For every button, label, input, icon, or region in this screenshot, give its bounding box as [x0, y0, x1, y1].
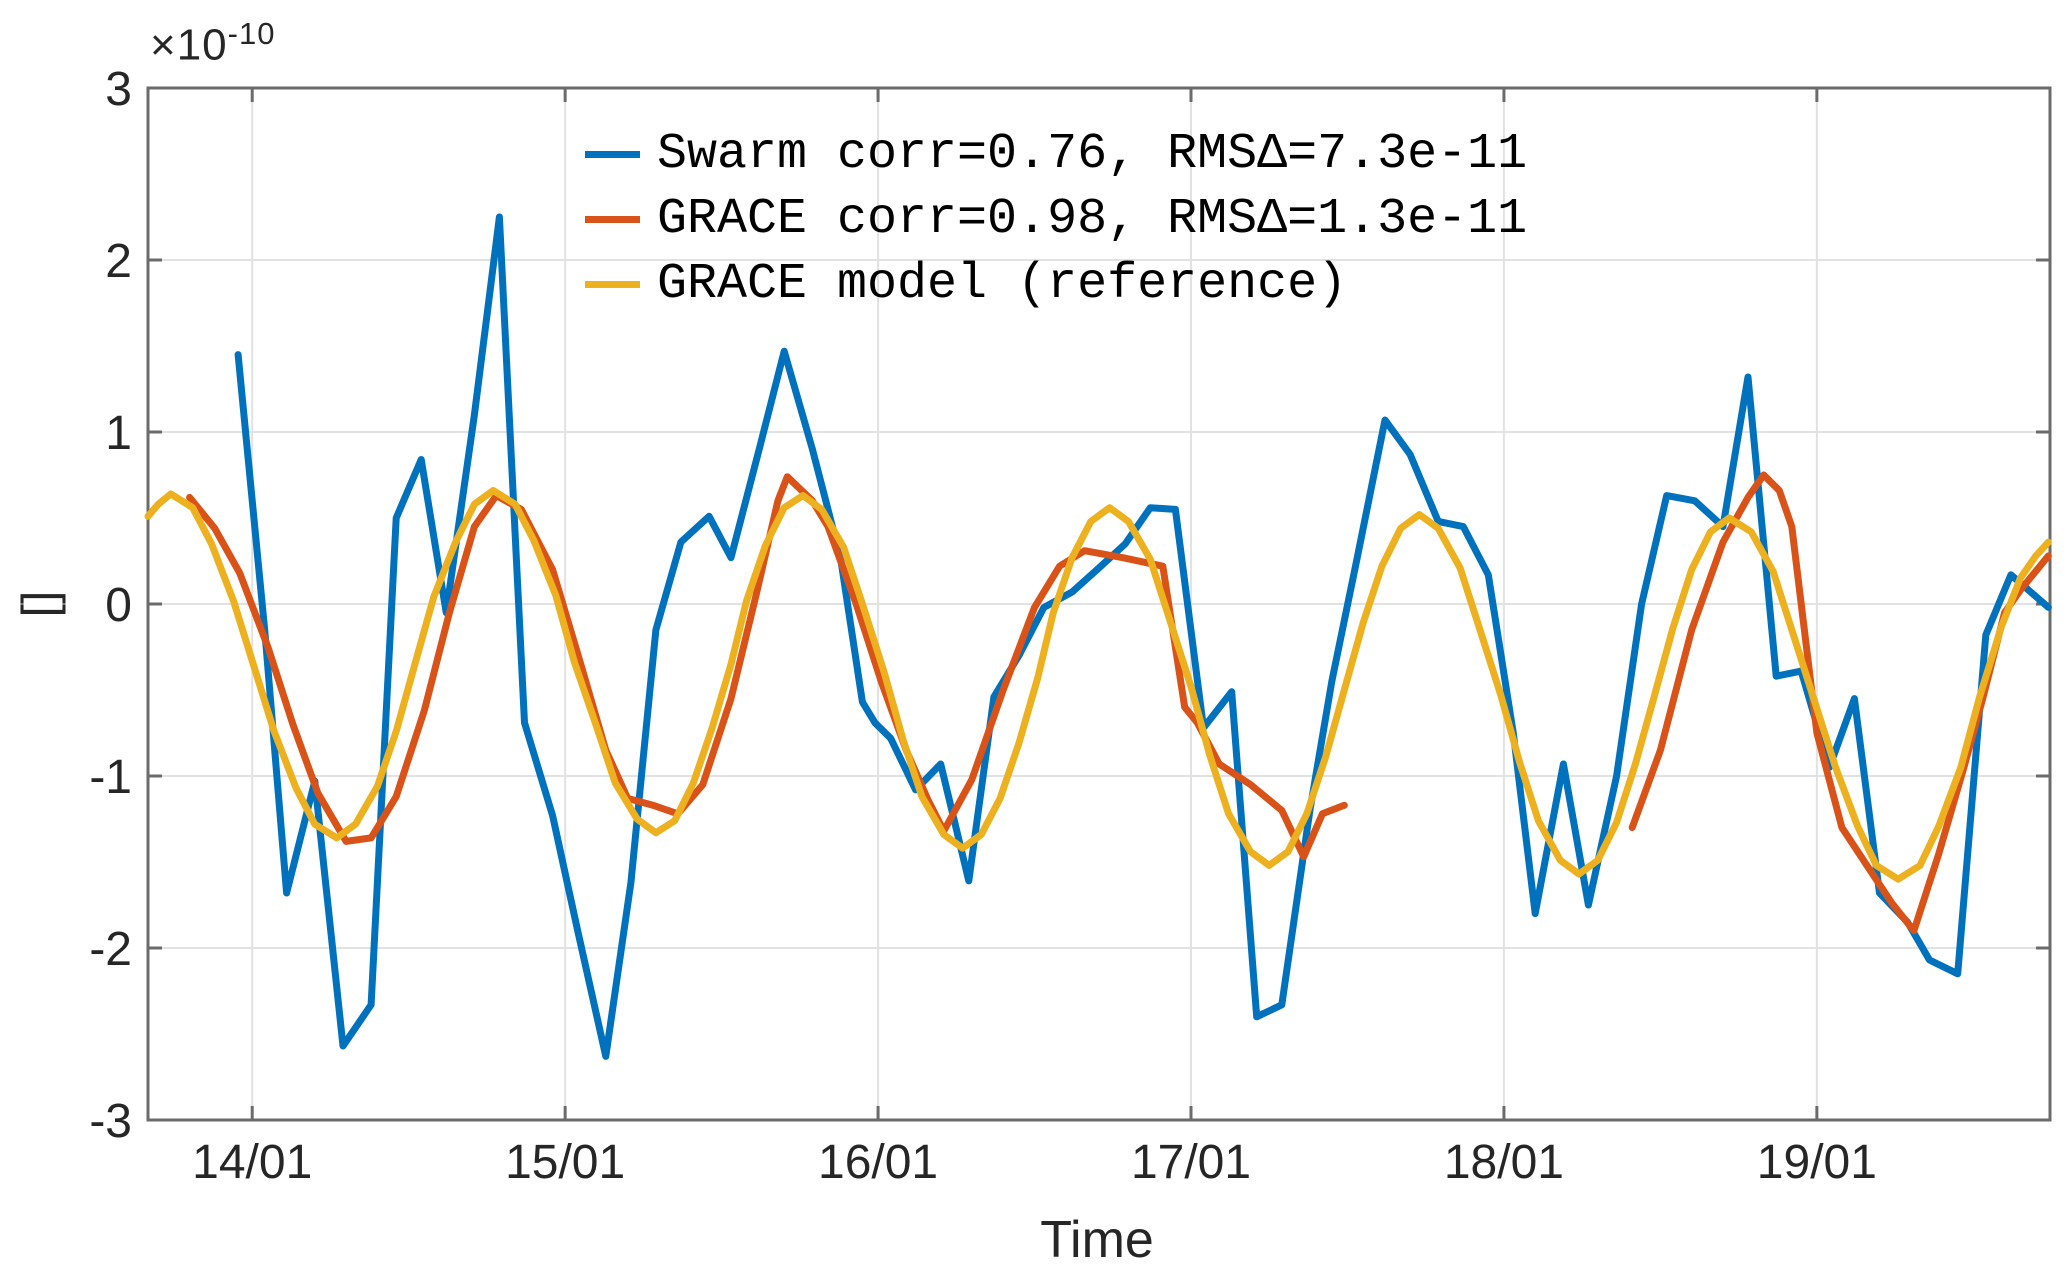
y-tick-label: 2 — [105, 235, 132, 288]
legend-line-swatch-grace-model — [585, 281, 640, 288]
legend-label-grace: GRACE corr=0.98, RMSΔ=1.3e-11 — [657, 191, 1528, 248]
x-tick-label: 18/01 — [1444, 1136, 1564, 1189]
x-tick-label: 19/01 — [1757, 1136, 1877, 1189]
legend-label-swarm: Swarm corr=0.76, RMSΔ=7.3e-11 — [657, 126, 1528, 183]
y-tick-label: -3 — [89, 1095, 132, 1148]
plot-box — [146, 86, 2052, 1122]
series-line-grace-model — [144, 487, 2052, 883]
y-tick-label: 1 — [105, 407, 132, 460]
x-axis-title: Time — [1040, 1211, 1154, 1269]
legend-item-grace-model: GRACE model (reference) — [585, 252, 1527, 317]
series-line-grace — [1628, 471, 2052, 935]
y-tick-label: -1 — [89, 751, 132, 804]
legend-item-grace: GRACE corr=0.98, RMSΔ=1.3e-11 — [585, 187, 1527, 252]
legend-label-grace-model: GRACE model (reference) — [657, 256, 1348, 313]
y-axis-exponent-power: -10 — [227, 16, 276, 51]
y-tick-label: -2 — [89, 923, 132, 976]
y-tick-label: 3 — [105, 63, 132, 116]
legend-line-swatch-swarm — [585, 151, 640, 158]
x-tick-label: 15/01 — [505, 1136, 625, 1189]
y-axis-exponent-mantissa: ×10 — [150, 20, 228, 70]
y-axis-exponent: ×10-10 — [150, 16, 275, 71]
series-line-grace — [186, 473, 1348, 861]
series-line-swarm — [234, 213, 2052, 1060]
y-axis-title: [] — [13, 590, 67, 618]
y-tick-label: 0 — [105, 579, 132, 632]
x-tick-label: 16/01 — [818, 1136, 938, 1189]
legend-line-swatch-grace — [585, 216, 640, 223]
x-tick-label: 17/01 — [1131, 1136, 1251, 1189]
legend: Swarm corr=0.76, RMSΔ=7.3e-11 GRACE corr=… — [585, 122, 1527, 317]
legend-item-swarm: Swarm corr=0.76, RMSΔ=7.3e-11 — [585, 122, 1527, 187]
x-tick-label: 14/01 — [192, 1136, 312, 1189]
